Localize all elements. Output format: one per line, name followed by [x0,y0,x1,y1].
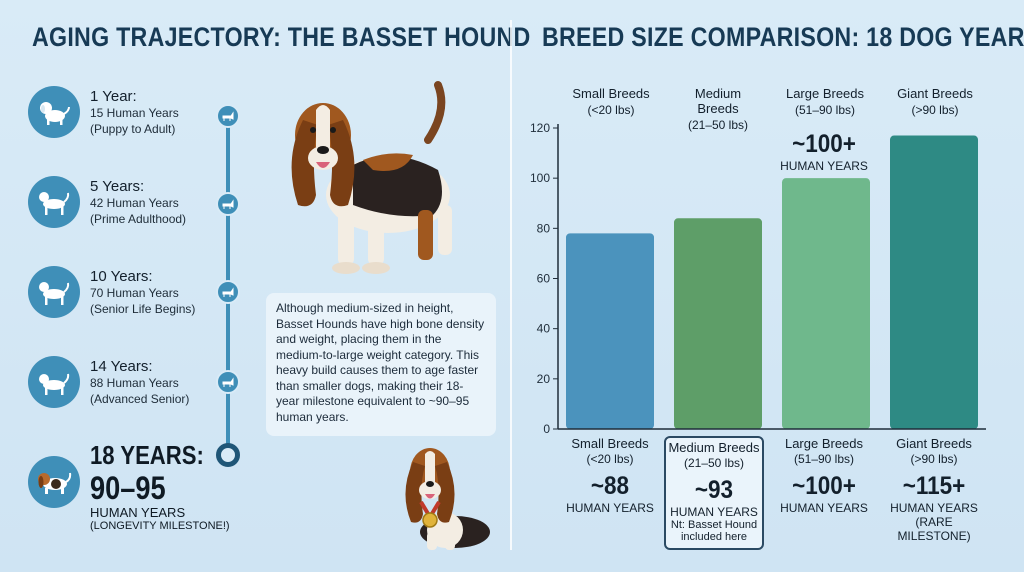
stage-3-line2: (Senior Life Begins) [90,302,196,316]
left-title: AGING TRAJECTORY: THE BASSET HOUND [32,22,531,52]
y-tick-label-120: 120 [530,121,550,135]
stage-1-line2: (Puppy to Adult) [90,122,176,136]
breed-comparison-panel: BREED SIZE COMPARISON: 18 DOG YEARS Smal… [516,0,1024,572]
y-tick-label-20: 20 [537,372,551,386]
y-tick-label-60: 60 [537,272,551,286]
basset-badge-icon [28,456,80,508]
final-value: 90–95 [90,470,166,506]
y-tick-label-40: 40 [537,322,551,336]
stage-2-line1: 42 Human Years [90,196,179,210]
bar-top-range-small: (<20 lbs) [587,103,635,117]
basset-explanation-note: Although medium-sized in height, Basset … [266,293,496,436]
stage-5-years: 5 Years: 42 Human Years (Prime Adulthood… [28,176,258,246]
panel-divider [510,20,512,550]
bar-unit-large: HUMAN YEARS [780,501,868,515]
large-bar-callout: ~100+ HUMAN YEARS [769,130,879,173]
bar-top-range-giant: (>90 lbs) [911,103,959,117]
stage-2-line2: (Prime Adulthood) [90,212,187,226]
final-unit: HUMAN YEARS [90,505,186,520]
bar-giant [890,135,978,429]
timeline-node-2 [216,192,240,216]
stage-4-line2: (Advanced Senior) [90,392,190,406]
basset-included-note: Nt: Basset Hound included here [670,519,758,543]
bar-bottom-large: Large Breeds (51–90 lbs) ~100+ HUMAN YEA… [774,436,874,515]
stage-1-year: 1 Year: 15 Human Years (Puppy to Adult) [28,86,258,156]
bar-medium [674,218,762,429]
stage-1-line1: 15 Human Years [90,106,179,120]
bar-value-large: ~100+ [792,472,856,500]
bar-unit-small: HUMAN YEARS [566,501,654,515]
aging-trajectory-panel: AGING TRAJECTORY: THE BASSET HOUND 1 Yea… [0,0,530,572]
bar-top-range-large: (51–90 lbs) [794,103,856,117]
bar-bottom-medium: Medium Breeds (21–50 lbs) ~93 HUMAN YEAR… [664,436,764,550]
bar-large [782,178,870,429]
y-tick-label-100: 100 [530,171,550,185]
bar-top-name-small: Small Breeds [572,86,650,101]
bar-bottom-range-giant: (>90 lbs) [910,452,958,466]
timeline-node-1 [216,104,240,128]
y-tick-label-0: 0 [543,422,550,436]
bar-bottom-range-large: (51–90 lbs) [793,452,855,466]
large-callout-unit: HUMAN YEARS [780,159,868,173]
bar-bottom-range-medium: (21–50 lbs) [683,456,745,470]
stage-2-head: 5 Years: [90,178,145,195]
bar-value-giant: ~115+ [902,472,966,500]
senior-dog-icon [28,266,80,318]
stage-14-years: 14 Years: 88 Human Years (Advanced Senio… [28,356,258,426]
stage-4-head: 14 Years: [90,358,153,375]
old-dog-icon [28,356,80,408]
medal-basset-illustration [405,448,490,550]
dog-icon [28,176,80,228]
y-tick-label-80: 80 [537,221,551,235]
bar-top-name-giant: Giant Breeds [897,86,973,101]
bar-top-label-small: Small Breeds (<20 lbs) [566,86,656,117]
final-head: 18 YEARS: [90,440,204,470]
bar-bottom-small: Small Breeds (<20 lbs) ~88 HUMAN YEARS [560,436,660,515]
bar-unit-giant: HUMAN YEARS [890,501,978,515]
large-callout-value: ~100+ [792,130,856,158]
bar-bottom-giant: Giant Breeds (>90 lbs) ~115+ HUMAN YEARS… [884,436,984,543]
bar-top-label-medium: Medium Breeds (21–50 lbs) [673,86,763,132]
puppy-icon [28,86,80,138]
bar-value-medium: ~93 [694,476,734,504]
stage-1-head: 1 Year: [90,88,137,105]
bar-unit-medium: HUMAN YEARS [670,505,758,519]
bar-top-name-large: Large Breeds [785,86,865,101]
stage-4-line1: 88 Human Years [90,376,179,390]
bar-bottom-name-small: Small Breeds [571,436,649,451]
bar-small [566,233,654,429]
bar-value-small: ~88 [590,472,630,500]
timeline-node-4 [216,370,240,394]
stage-3-line1: 70 Human Years [90,286,179,300]
bar-top-label-giant: Giant Breeds (>90 lbs) [890,86,980,117]
bar-top-label-large: Large Breeds (51–90 lbs) [780,86,870,117]
bar-top-range-medium: (21–50 lbs) [687,118,749,132]
stage-3-head: 10 Years: [90,268,153,285]
final-subtitle: (LONGEVITY MILESTONE!) [90,520,230,532]
bar-bottom-name-large: Large Breeds [784,436,864,451]
rare-milestone-note: (RARE MILESTONE) [897,515,971,543]
bar-bottom-name-giant: Giant Breeds [896,436,972,451]
right-title: BREED SIZE COMPARISON: 18 DOG YEARS [542,22,1024,52]
timeline-end-node [216,443,240,467]
bar-top-name-medium: Medium Breeds [694,86,742,116]
stage-10-years: 10 Years: 70 Human Years (Senior Life Be… [28,266,258,336]
bar-bottom-range-small: (<20 lbs) [586,452,634,466]
basset-hound-illustration [291,81,452,274]
timeline-node-3 [216,280,240,304]
bar-bottom-name-medium: Medium Breeds [668,440,760,455]
